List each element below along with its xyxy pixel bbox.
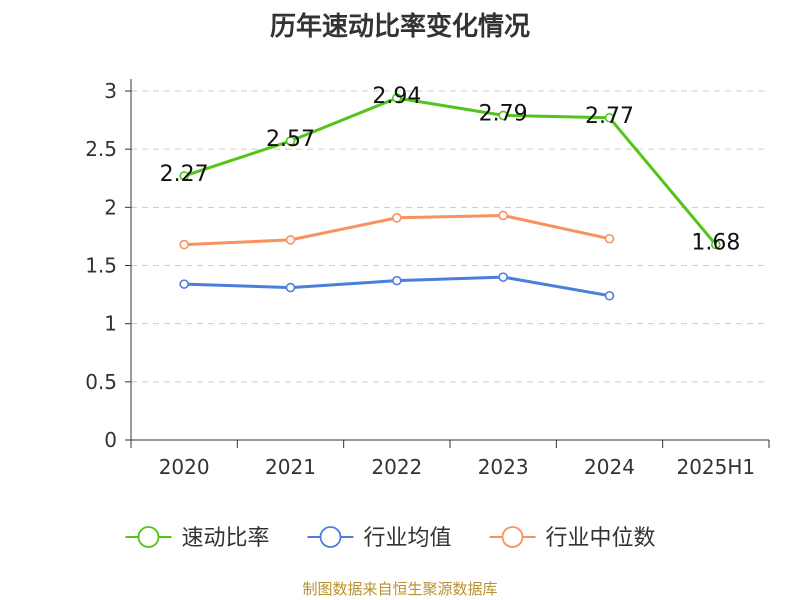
data-point	[604, 233, 615, 244]
legend-label: 速动比率	[182, 526, 270, 551]
y-tick-label: 1.5	[85, 254, 117, 278]
data-point	[498, 272, 508, 282]
data-point	[604, 112, 615, 123]
x-tick-label: 2024	[584, 455, 635, 479]
data-labels: 2.27 2.57 2.94 2.79 2.77 1.68	[160, 84, 741, 256]
x-tick-label: 2022	[371, 455, 422, 479]
data-point	[285, 235, 296, 245]
y-tick-label: 2.5	[85, 137, 117, 161]
y-tick-label: 1	[104, 312, 117, 336]
legend-item-1: 行业均值	[307, 526, 452, 551]
series-layer	[179, 93, 721, 301]
legend-item-2: 行业中位数	[489, 526, 656, 551]
legend-marker	[501, 526, 524, 548]
legend-label: 行业均值	[364, 526, 452, 551]
data-label: 2.27	[160, 162, 209, 187]
x-tick-label: 2020	[159, 455, 210, 479]
source-note: 制图数据来自恒生聚源数据库	[302, 580, 498, 598]
data-point	[711, 239, 721, 250]
data-label: 2.77	[585, 104, 634, 129]
data-label: 2.57	[266, 127, 315, 152]
data-point	[285, 282, 296, 293]
legend-item-0: 速动比率	[125, 526, 270, 551]
legend-marker	[137, 526, 160, 548]
data-point	[392, 275, 402, 286]
y-tick-label: 3	[104, 79, 117, 103]
data-point	[179, 279, 189, 289]
data-label: 1.68	[691, 231, 740, 256]
chart-title: 历年速动比率变化情况	[269, 12, 530, 42]
x-tick-label: 2023	[478, 455, 529, 479]
data-label: 2.94	[372, 84, 421, 109]
data-point	[604, 290, 615, 301]
data-point	[285, 136, 296, 146]
y-tick-label: 2	[104, 195, 117, 219]
x-tick-label: 2025H1	[676, 455, 755, 479]
data-point	[392, 93, 402, 103]
legend: 速动比率 行业均值 行业中位数	[125, 526, 656, 551]
legend-label: 行业中位数	[546, 526, 656, 551]
x-tick-label: 2021	[265, 455, 316, 479]
series-line-0	[183, 96, 717, 246]
data-point	[498, 110, 508, 121]
data-label: 2.79	[479, 101, 528, 126]
axes: 0 0.5 1 1.5 2 2.5 3 2020 2021 2022 2023 2024 2025H1	[85, 79, 770, 479]
data-point	[179, 171, 189, 181]
data-point	[392, 213, 402, 223]
data-point	[498, 210, 508, 221]
grid-lines	[131, 90, 769, 383]
data-point	[179, 239, 189, 250]
y-tick-label: 0.5	[85, 370, 117, 394]
y-tick-label: 0	[104, 428, 117, 452]
legend-marker	[319, 526, 342, 548]
